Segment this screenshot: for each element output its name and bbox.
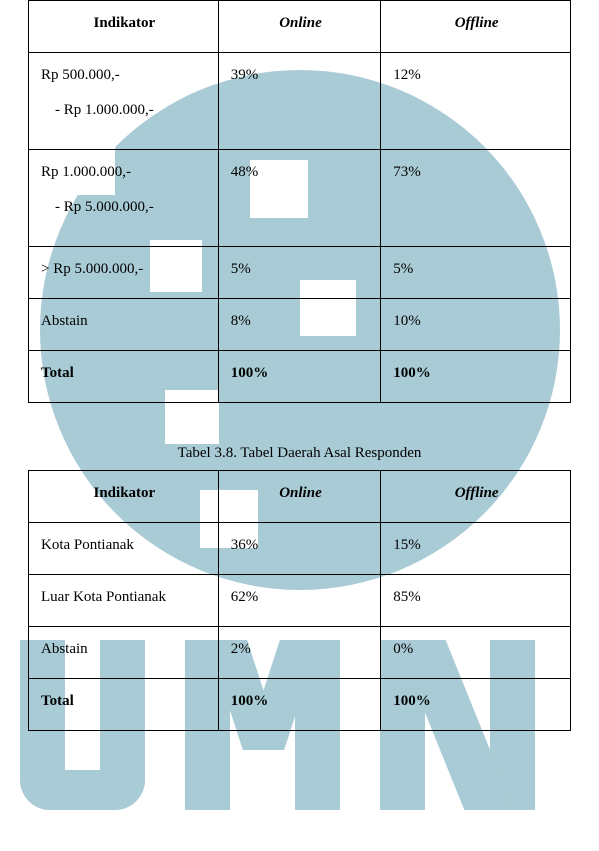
cell-indikator: Kota Pontianak [29, 523, 219, 575]
cell-online: 5% [218, 247, 381, 299]
cell-online: 48% [218, 150, 381, 247]
cell-indikator: Total [29, 679, 219, 731]
cell-indikator: Total [29, 351, 219, 403]
cell-label: Rp 1.000.000,- [41, 164, 131, 180]
cell-offline: 5% [381, 247, 571, 299]
table-pengeluaran: Indikator Online Offline Rp 500.000,- - … [28, 0, 571, 403]
cell-offline: 73% [381, 150, 571, 247]
cell-online: 62% [218, 575, 381, 627]
cell-indikator: Rp 1.000.000,- - Rp 5.000.000,- [29, 150, 219, 247]
table-header-row: Indikator Online Offline [29, 471, 571, 523]
table-header-row: Indikator Online Offline [29, 1, 571, 53]
table-row-total: Total 100% 100% [29, 351, 571, 403]
cell-offline: 12% [381, 53, 571, 150]
table-row: Abstain 8% 10% [29, 299, 571, 351]
cell-sublabel: - Rp 1.000.000,- [41, 102, 208, 119]
cell-online: 36% [218, 523, 381, 575]
cell-indikator: > Rp 5.000.000,- [29, 247, 219, 299]
col-header-offline: Offline [381, 471, 571, 523]
cell-indikator: Rp 500.000,- - Rp 1.000.000,- [29, 53, 219, 150]
cell-offline: 15% [381, 523, 571, 575]
table-row: Kota Pontianak 36% 15% [29, 523, 571, 575]
cell-offline: 0% [381, 627, 571, 679]
table-daerah-asal: Indikator Online Offline Kota Pontianak … [28, 470, 571, 731]
cell-indikator: Abstain [29, 299, 219, 351]
cell-online: 100% [218, 679, 381, 731]
cell-online: 39% [218, 53, 381, 150]
page-content: Indikator Online Offline Rp 500.000,- - … [0, 0, 599, 731]
col-header-online: Online [218, 1, 381, 53]
cell-offline: 10% [381, 299, 571, 351]
table-row: Abstain 2% 0% [29, 627, 571, 679]
table-row: Rp 1.000.000,- - Rp 5.000.000,- 48% 73% [29, 150, 571, 247]
table-row: Rp 500.000,- - Rp 1.000.000,- 39% 12% [29, 53, 571, 150]
col-header-offline: Offline [381, 1, 571, 53]
cell-offline: 100% [381, 351, 571, 403]
cell-offline: 85% [381, 575, 571, 627]
table-row: Luar Kota Pontianak 62% 85% [29, 575, 571, 627]
cell-online: 100% [218, 351, 381, 403]
cell-sublabel: - Rp 5.000.000,- [41, 199, 208, 216]
table-caption: Tabel 3.8. Tabel Daerah Asal Responden [28, 445, 571, 462]
cell-online: 8% [218, 299, 381, 351]
cell-offline: 100% [381, 679, 571, 731]
col-header-indikator: Indikator [29, 1, 219, 53]
col-header-indikator: Indikator [29, 471, 219, 523]
table-row-total: Total 100% 100% [29, 679, 571, 731]
cell-online: 2% [218, 627, 381, 679]
table-row: > Rp 5.000.000,- 5% 5% [29, 247, 571, 299]
cell-indikator: Luar Kota Pontianak [29, 575, 219, 627]
cell-indikator: Abstain [29, 627, 219, 679]
col-header-online: Online [218, 471, 381, 523]
cell-label: Rp 500.000,- [41, 67, 120, 83]
